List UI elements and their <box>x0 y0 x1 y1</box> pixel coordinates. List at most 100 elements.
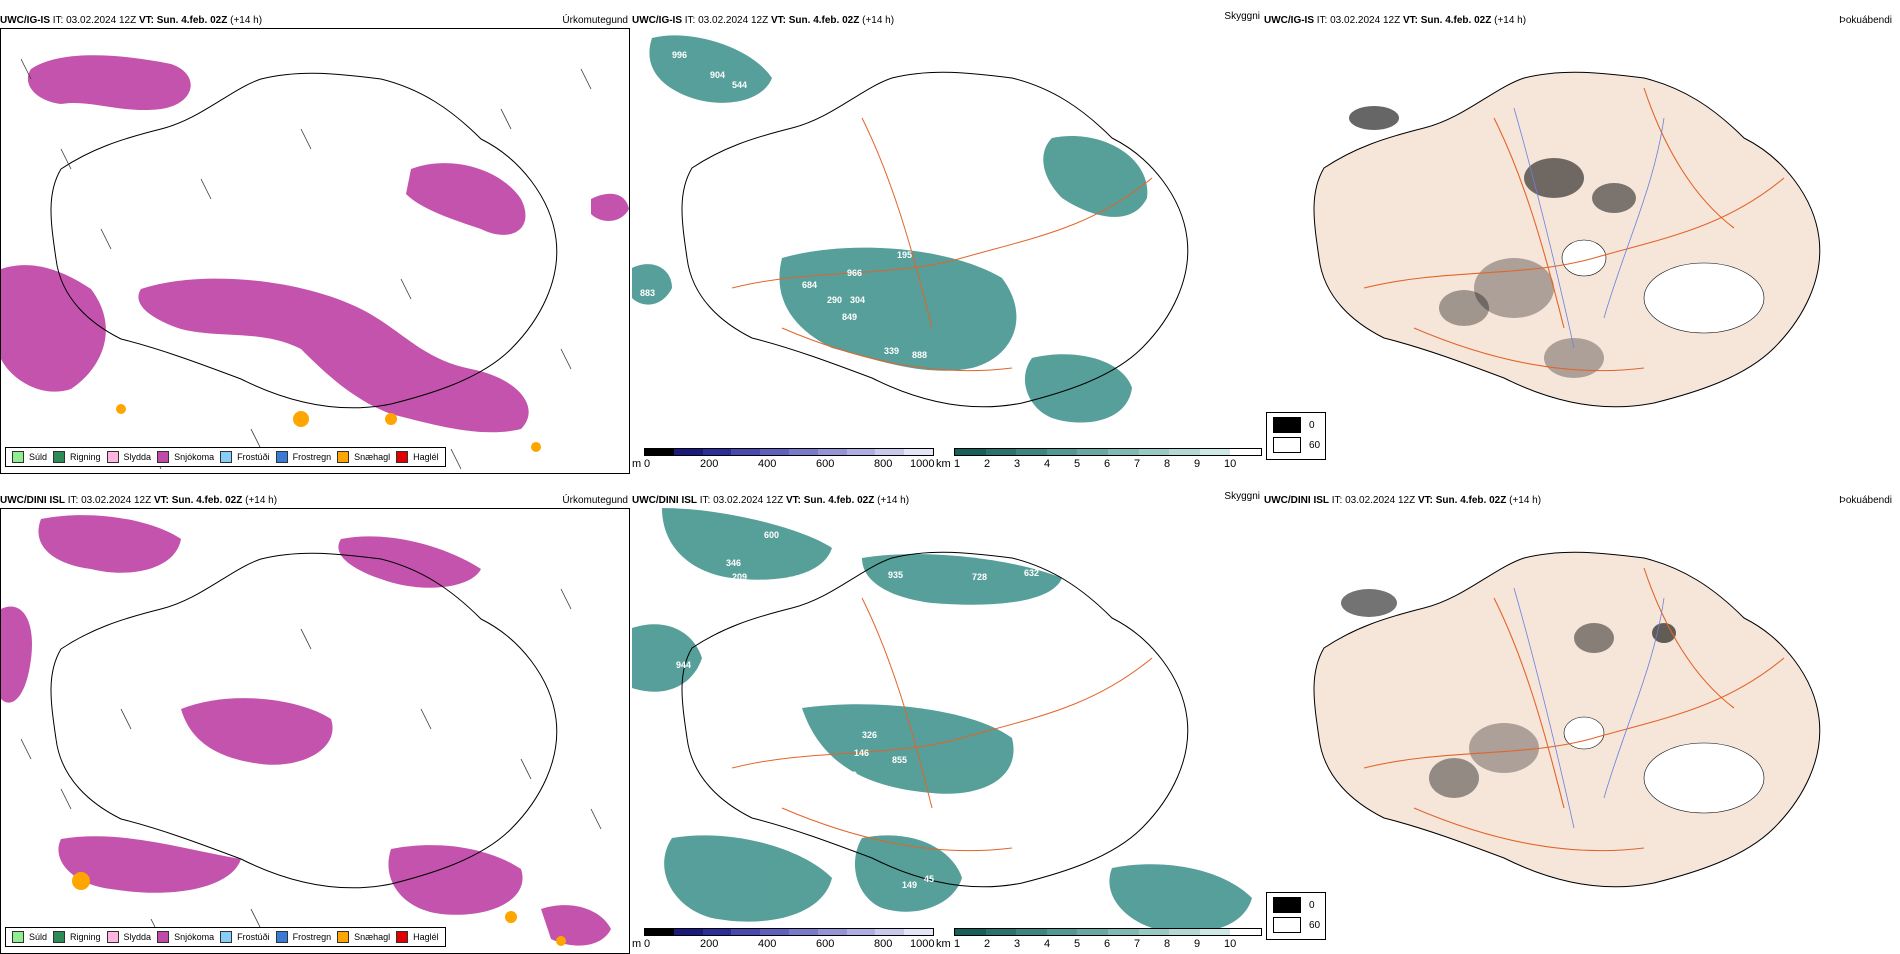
legend-swatch <box>337 451 350 463</box>
visibility-value: 149 <box>842 770 857 780</box>
visibility-value: 966 <box>847 268 862 278</box>
road-network <box>731 117 1153 372</box>
visibility-values: 600 346 209 935 728 632 944 386 326 146 … <box>676 530 1070 890</box>
snow-areas <box>1 515 611 946</box>
visibility-value: 326 <box>862 730 877 740</box>
visibility-value: 246 <box>802 760 817 770</box>
legend-swatch <box>220 931 233 943</box>
legend-swatch <box>12 451 24 463</box>
legend-swatch <box>275 451 288 463</box>
model-name: UWC/DINI ISL <box>1264 495 1329 506</box>
model-name: UWC/IG-IS <box>632 15 682 26</box>
legend-item: Snæhagl <box>337 451 390 463</box>
model-name: UWC/DINI ISL <box>632 495 697 506</box>
fog-map <box>1264 28 1894 474</box>
visibility-bar-meters <box>644 928 934 936</box>
model-name: UWC/IG-IS <box>0 15 50 26</box>
visibility-value: 209 <box>732 572 747 582</box>
iceland-precip-map <box>1 515 611 946</box>
fog-shading <box>1349 106 1636 378</box>
legend-item: Snjókoma <box>157 451 214 463</box>
legend-swatch <box>106 451 119 463</box>
iceland-outline <box>681 71 1189 408</box>
legend-swatch <box>53 451 66 463</box>
iceland-fog-map <box>1313 551 1821 888</box>
road-network <box>1363 567 1785 852</box>
visibility-bar-km <box>954 448 1262 456</box>
model-name: UWC/IG-IS <box>1264 15 1314 26</box>
precip-map: Súld Rigning Slydda Snjókoma Frostúði Fr… <box>0 28 630 474</box>
legend-swatch <box>157 931 170 943</box>
iceland-visibility-map: 996 904 544 169 195 966 684 290 304 849 … <box>632 35 1189 428</box>
legend-item: Frostúði <box>220 451 270 463</box>
product-title: Þokuábendi <box>1839 495 1892 506</box>
panel-title: UWC/DINI ISL IT: 03.02.2024 12Z VT: Sun.… <box>632 491 1260 506</box>
road-network <box>731 597 1153 852</box>
visibility-value: 346 <box>726 558 741 568</box>
fog-legend-row: 60 <box>1273 437 1320 453</box>
legend-item: Haglél <box>396 931 439 943</box>
panel-precip-type-dini: UWC/DINI ISL IT: 03.02.2024 12Z VT: Sun.… <box>0 494 630 954</box>
visibility-value: 386 <box>752 672 767 682</box>
legend-item: Frostregn <box>275 451 331 463</box>
visibility-values: 996 904 544 169 195 966 684 290 304 849 … <box>640 50 1052 428</box>
legend-item: Slydda <box>106 451 151 463</box>
legend-item: Frostregn <box>275 931 331 943</box>
visibility-bar-km <box>954 928 1262 936</box>
glaciers <box>1563 716 1765 814</box>
rivers <box>1513 587 1665 829</box>
visibility-value: 904 <box>1037 418 1052 428</box>
legend-item: Slydda <box>106 931 151 943</box>
visibility-value: 290 <box>827 295 842 305</box>
fog-areas <box>632 35 1148 423</box>
visibility-scale: m 0 200 400 600 800 1000 km 1 2 3 4 5 6 … <box>632 928 1262 952</box>
legend-swatch <box>12 931 24 943</box>
visibility-value: 904 <box>710 70 725 80</box>
product-title: Skyggni <box>1224 11 1260 22</box>
iceland-precip-map <box>1 55 629 470</box>
precip-type-legend: Súld Rigning Slydda Snjókoma Frostúði Fr… <box>5 447 446 467</box>
legend-item: Súld <box>12 451 47 463</box>
product-title: Þokuábendi <box>1839 15 1892 26</box>
model-name: UWC/DINI ISL <box>0 495 65 506</box>
visibility-value: 888 <box>912 350 927 360</box>
fog-areas <box>632 508 1252 933</box>
visibility-value: 684 <box>802 280 817 290</box>
iceland-fog-map <box>1313 71 1821 408</box>
visibility-value: 855 <box>892 755 907 765</box>
visibility-value: 944 <box>676 660 691 670</box>
visibility-value: 169 <box>977 205 992 215</box>
wind-barbs <box>20 588 602 940</box>
legend-item: Rigning <box>53 931 101 943</box>
visibility-map: 996 904 544 169 195 966 684 290 304 849 … <box>632 28 1262 474</box>
visibility-value: 154 <box>920 378 935 388</box>
panel-fog-dini: UWC/DINI ISL IT: 03.02.2024 12Z VT: Sun.… <box>1264 494 1894 954</box>
iceland-outline <box>50 552 558 889</box>
legend-swatch <box>337 931 350 943</box>
visibility-value: 195 <box>897 250 912 260</box>
visibility-value: 996 <box>672 50 687 60</box>
snow-areas <box>1 55 629 433</box>
product-title: Úrkomutegund <box>562 15 628 26</box>
panel-visibility-igis: UWC/IG-IS IT: 03.02.2024 12Z VT: Sun. 4.… <box>632 11 1262 474</box>
panel-title: UWC/DINI ISL IT: 03.02.2024 12Z VT: Sun.… <box>0 495 628 506</box>
legend-item: Snæhagl <box>337 931 390 943</box>
road-network <box>1363 87 1785 372</box>
legend-swatch <box>275 931 288 943</box>
rivers <box>1513 107 1665 349</box>
visibility-value: 728 <box>972 572 987 582</box>
product-title: Skyggni <box>1224 491 1260 502</box>
visibility-value: 548 <box>890 790 905 800</box>
iceland-outline <box>681 551 1189 888</box>
panel-title: UWC/DINI ISL IT: 03.02.2024 12Z VT: Sun.… <box>1264 495 1892 506</box>
fog-legend: 0 60 <box>1266 892 1326 940</box>
visibility-scale: m 0 200 400 600 800 1000 km 1 2 3 4 5 6 … <box>632 448 1262 472</box>
precip-type-legend: Súld Rigning Slydda Snjókoma Frostúði Fr… <box>5 927 446 947</box>
visibility-value: 880 <box>647 326 662 336</box>
visibility-value: 149 <box>902 880 917 890</box>
fog-legend-row: 0 <box>1273 417 1315 433</box>
visibility-value: 544 <box>732 80 747 90</box>
visibility-value: 600 <box>764 530 779 540</box>
legend-item: Snjókoma <box>157 931 214 943</box>
panel-precip-type-igis: UWC/IG-IS IT: 03.02.2024 12Z VT: Sun. 4.… <box>0 14 630 474</box>
